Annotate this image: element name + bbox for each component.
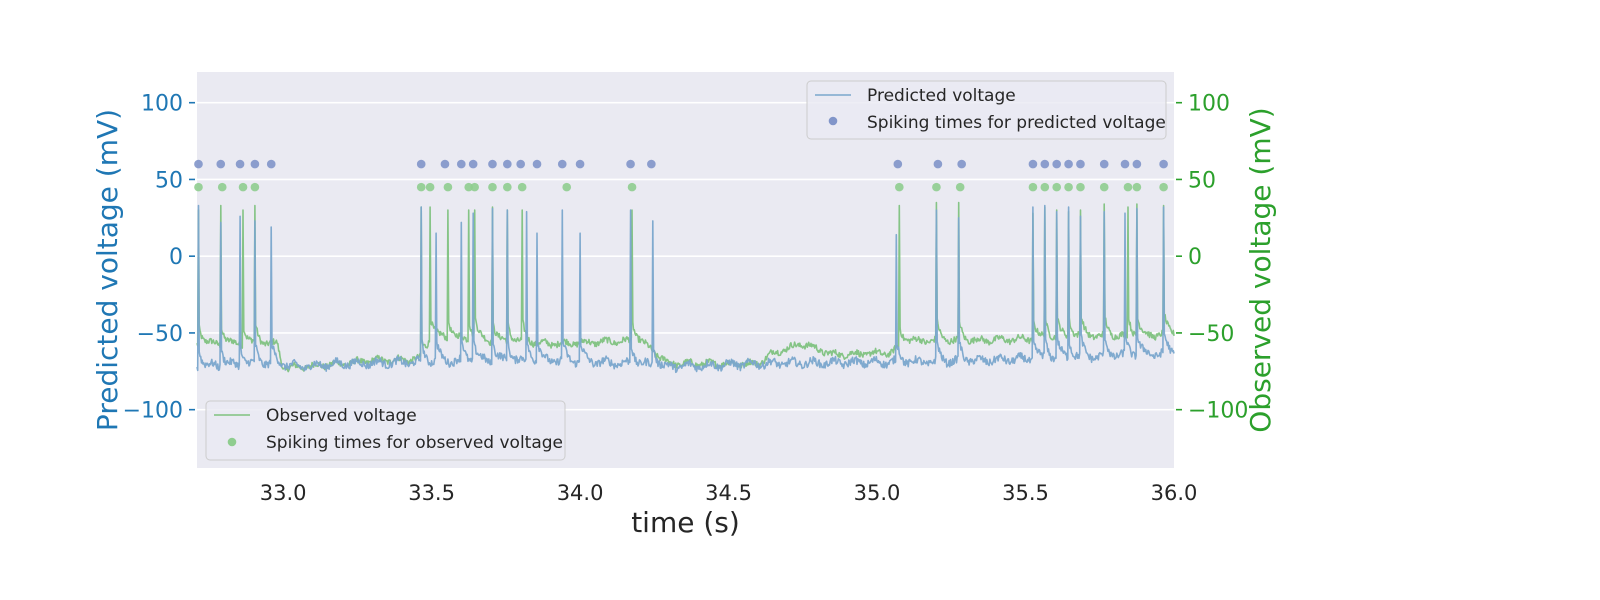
x-tick-label: 36.0 (1151, 481, 1198, 505)
predicted-voltage-line (196, 204, 1175, 374)
predicted-spike-dot (575, 159, 585, 169)
predicted-spike-dot (1132, 159, 1142, 169)
right-y-tick-label: 50 (1188, 168, 1216, 193)
predicted-spike-dot (194, 159, 203, 169)
observed-spike-dot (562, 182, 572, 192)
predicted-spike-dot (1028, 159, 1038, 169)
predicted-spike-dot (416, 159, 426, 169)
predicted-spike-dot (250, 159, 260, 169)
predicted-spike-dot (1159, 159, 1168, 169)
observed-spike-dot (1099, 182, 1109, 192)
predicted-spike-dot (557, 159, 567, 169)
legend-observed-dot-swatch (227, 437, 237, 447)
observed-spike-dot (488, 182, 497, 192)
legend-predicted-box (806, 80, 1167, 140)
observed-spike-dot (932, 182, 941, 192)
right-y-tick-label: −100 (1188, 399, 1248, 424)
predicted-voltage-trace (196, 204, 1175, 374)
observed-spike-dot (1159, 182, 1168, 192)
x-tick-label: 33.5 (408, 481, 455, 505)
predicted-spike-dot (532, 159, 542, 169)
legend-observed-dot-label: Spiking times for observed voltage (266, 433, 563, 453)
observed-spike-dot (443, 182, 453, 192)
right-y-tick-label: 0 (1188, 245, 1202, 270)
predicted-spike-dot (216, 159, 226, 169)
right-y-tick-label: 100 (1188, 92, 1230, 117)
observed-spike-dot (194, 182, 203, 192)
legend-predicted: Predicted voltage Spiking times for pred… (806, 80, 1167, 140)
predicted-spike-dot (1040, 159, 1050, 169)
observed-spike-dot (217, 182, 227, 192)
predicted-spike-dot (893, 159, 903, 169)
predicted-spike-dot (933, 159, 943, 169)
left-y-tick-label: 100 (141, 92, 183, 117)
left-y-tick-label: −100 (123, 399, 183, 424)
x-tick-label: 34.0 (557, 481, 604, 505)
legend-predicted-dot-label: Spiking times for predicted voltage (867, 113, 1166, 133)
predicted-spike-dot (1099, 159, 1109, 169)
observed-spike-dot (1132, 182, 1142, 192)
observed-spike-dot (470, 182, 479, 192)
observed-spike-dot (627, 182, 637, 192)
observed-spike-dot (1123, 182, 1133, 192)
predicted-spike-dot (1076, 159, 1085, 169)
left-y-tick-label: 0 (169, 245, 183, 270)
predicted-spike-dot (456, 159, 466, 169)
predicted-spike-markers (194, 159, 1168, 169)
right-y-tick-label: −50 (1188, 322, 1234, 347)
observed-spike-dot (895, 182, 904, 192)
observed-spike-dot (1076, 182, 1085, 192)
left-y-axis-label: Predicted voltage (mV) (91, 109, 124, 431)
observed-spike-dot (1028, 182, 1038, 192)
observed-spike-dot (416, 182, 426, 192)
legend-observed: Observed voltage Spiking times for obser… (205, 400, 566, 461)
predicted-spike-dot (1120, 159, 1130, 169)
left-y-tick-label: 50 (155, 168, 183, 193)
observed-spike-dot (955, 182, 965, 192)
observed-spike-dot (503, 182, 512, 192)
legend-observed-line-label: Observed voltage (266, 406, 417, 426)
predicted-spike-dot (440, 159, 450, 169)
predicted-spike-dot (488, 159, 497, 169)
axes: 33.0 33.5 34.0 34.5 35.0 35.5 36.0 100 100 50 50 0 0… (123, 92, 1249, 505)
observed-spike-dot (1064, 182, 1073, 192)
x-tick-label: 35.0 (854, 481, 901, 505)
predicted-spike-dot (1052, 159, 1062, 169)
predicted-spike-dot (235, 159, 245, 169)
observed-spike-dot (250, 182, 260, 192)
predicted-spike-dot (516, 159, 525, 169)
x-axis-label: time (s) (631, 506, 740, 539)
legend-predicted-line-label: Predicted voltage (867, 86, 1016, 106)
left-y-tick-label: −50 (137, 322, 183, 347)
predicted-spike-dot (1064, 159, 1073, 169)
predicted-spike-dot (626, 159, 635, 169)
observed-spike-dot (517, 182, 527, 192)
observed-spike-markers (194, 182, 1168, 192)
observed-spike-dot (464, 182, 474, 192)
x-tick-label: 35.5 (1002, 481, 1049, 505)
observed-spike-dot (425, 182, 435, 192)
predicted-spike-dot (957, 159, 966, 169)
predicted-spike-dot (266, 159, 276, 169)
x-tick-label: 34.5 (705, 481, 752, 505)
observed-spike-dot (1040, 182, 1050, 192)
x-tick-label: 33.0 (260, 481, 307, 505)
predicted-spike-dot (468, 159, 478, 169)
legend-predicted-dot-swatch (828, 116, 838, 126)
legend-observed-box (205, 400, 566, 461)
predicted-spike-dot (503, 159, 512, 169)
observed-spike-dot (1052, 182, 1062, 192)
predicted-spike-dot (647, 159, 656, 169)
right-y-axis-label: Observed voltage (mV) (1244, 107, 1277, 432)
observed-spike-dot (238, 182, 248, 192)
